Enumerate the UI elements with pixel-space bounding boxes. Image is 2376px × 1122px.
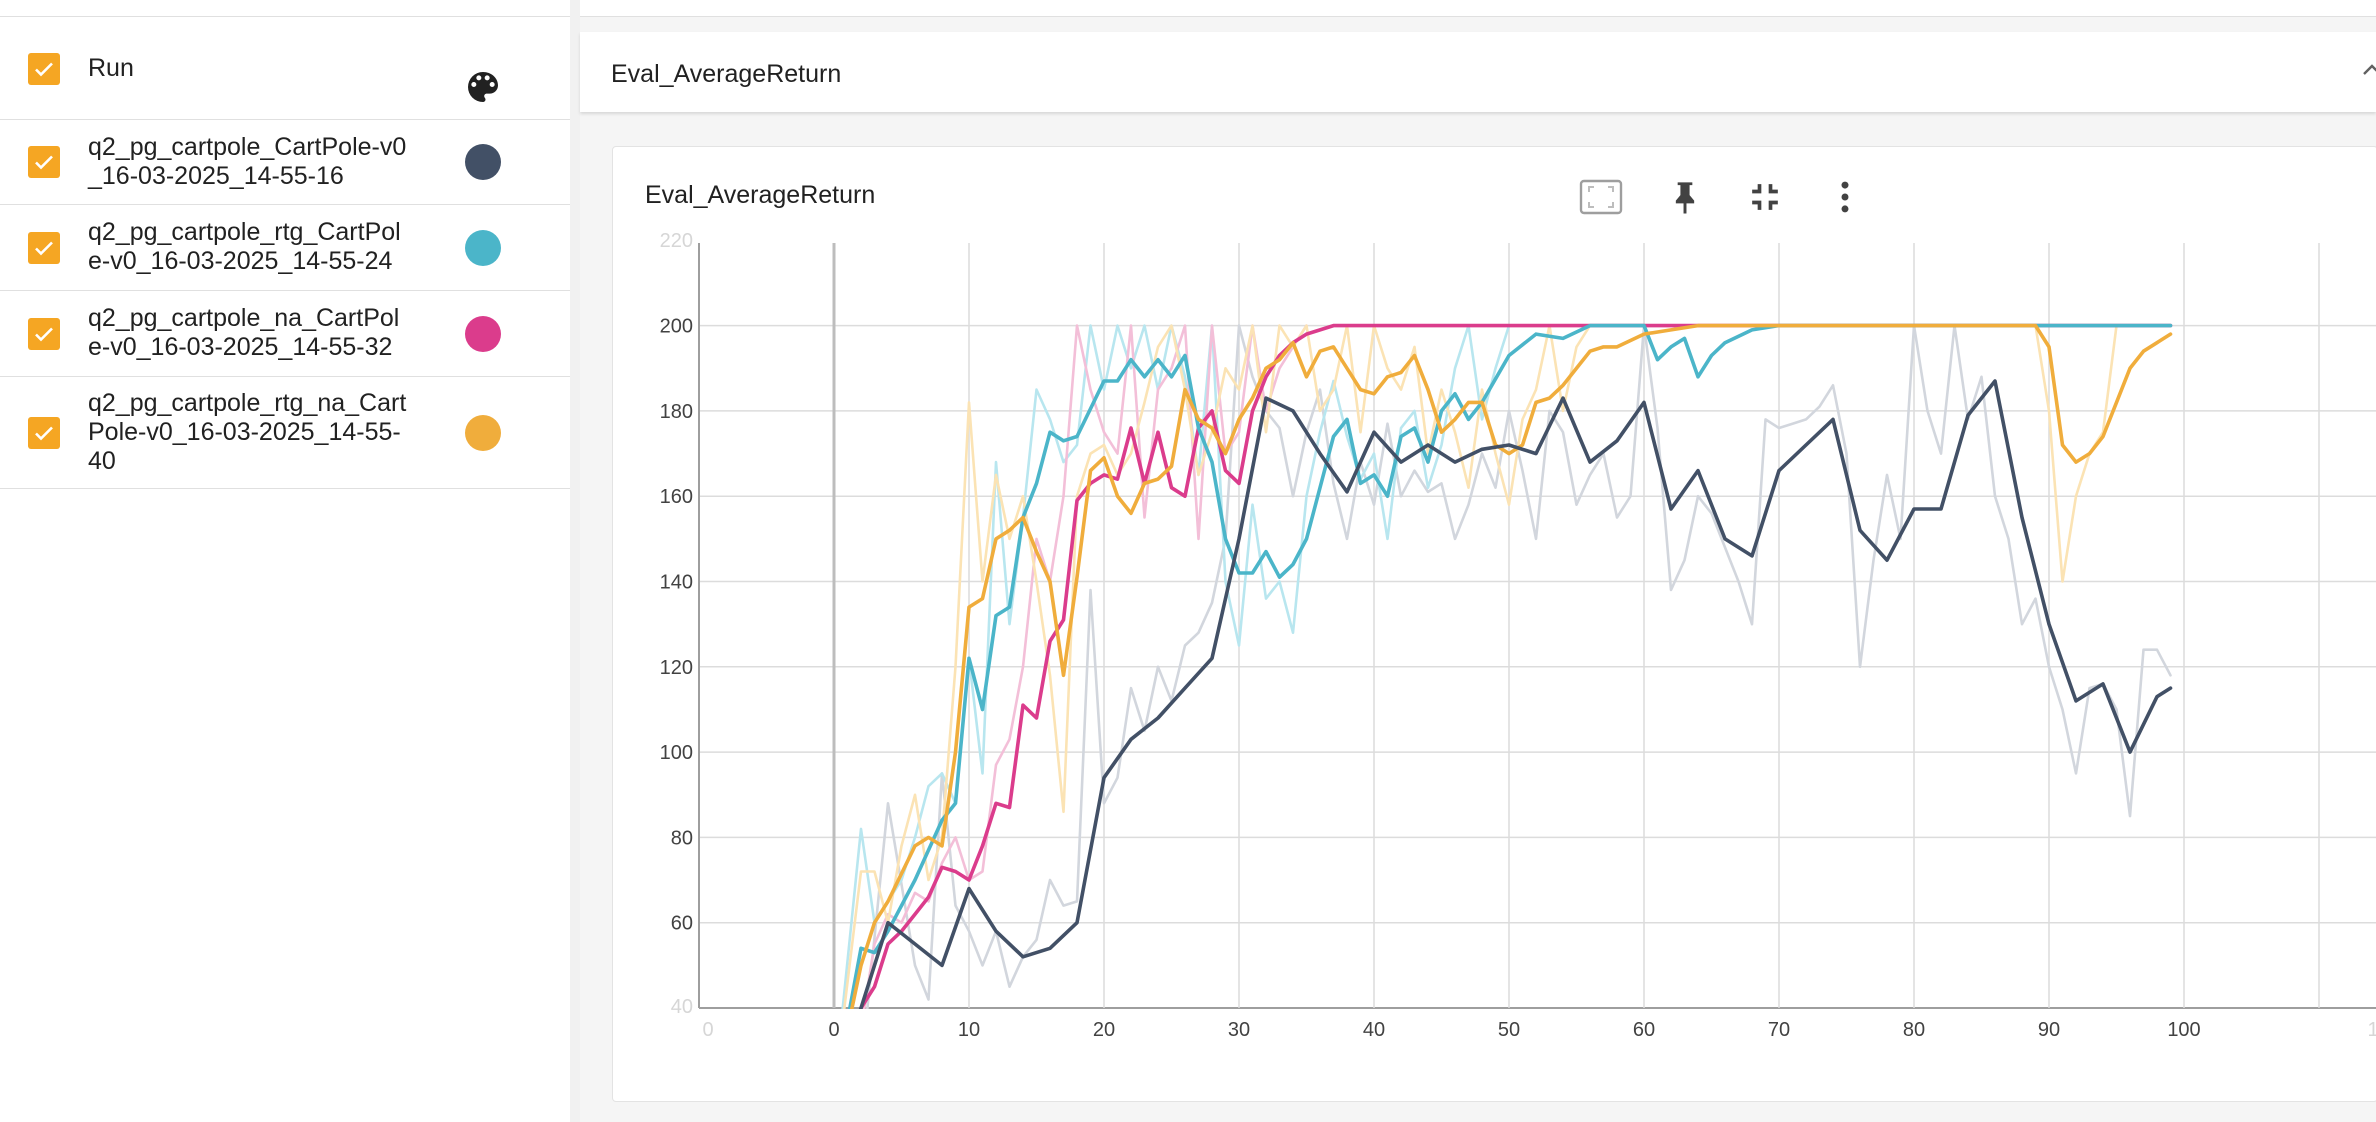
- sidebar-top-divider: [0, 16, 570, 17]
- raw-series-line: [866, 324, 2172, 1009]
- run-label: q2_pg_cartpole_rtg_CartPole-v0_16-03-202…: [88, 218, 401, 275]
- scalar-card: Eval_AverageReturn 60 80 100 120 140 160: [612, 146, 2376, 1102]
- y-tick-label: 80: [671, 827, 693, 849]
- run-label: q2_pg_cartpole_CartPole-v0_16-03-2025_14…: [88, 133, 407, 190]
- more-vert-icon: [1841, 181, 1849, 213]
- run-checkbox[interactable]: [28, 417, 60, 449]
- run-row[interactable]: q2_pg_cartpole_na_CartPole-v0_16-03-2025…: [0, 291, 570, 377]
- x-tick-label: 90: [2038, 1019, 2060, 1041]
- series-line: [858, 323, 2173, 1009]
- x-tick-label: 0: [702, 1019, 713, 1041]
- palette-icon[interactable]: [463, 67, 503, 107]
- fullscreen-exit-icon: [1752, 184, 1778, 210]
- run-label: q2_pg_cartpole_rtg_na_CartPole-v0_16-03-…: [88, 389, 407, 475]
- y-tick-label: 60: [671, 913, 693, 935]
- run-color-swatch[interactable]: [465, 230, 501, 266]
- run-color-swatch[interactable]: [465, 144, 501, 180]
- run-checkbox[interactable]: [28, 318, 60, 350]
- y-tick-label: 220: [660, 230, 693, 252]
- x-tick-label: 20: [1093, 1019, 1115, 1041]
- x-tick-label: 100: [2167, 1019, 2200, 1041]
- x-tick-label: 60: [1633, 1019, 1655, 1041]
- x-tick-label: 50: [1498, 1019, 1520, 1041]
- select-all-checkbox[interactable]: [28, 53, 60, 85]
- y-tick-label: 160: [660, 486, 693, 508]
- run-checkbox[interactable]: [28, 146, 60, 178]
- fit-to-screen-button[interactable]: [1579, 175, 1623, 219]
- chevron-up-icon[interactable]: [2360, 58, 2376, 82]
- x-tick-label: 80: [1903, 1019, 1925, 1041]
- y-tick-label: 140: [660, 572, 693, 594]
- run-checkbox[interactable]: [28, 232, 60, 264]
- y-tick-label: 100: [660, 742, 693, 764]
- pin-icon: [1675, 182, 1695, 214]
- more-options-button[interactable]: [1823, 175, 1867, 219]
- raw-series-line: [842, 324, 2118, 1009]
- y-tick-label: 40: [671, 996, 693, 1018]
- x-tick-label: 0: [828, 1019, 839, 1041]
- collapse-card-button[interactable]: [1743, 175, 1787, 219]
- series-line: [858, 379, 2173, 1009]
- raw-series-line: [862, 324, 1308, 1009]
- group-title: Eval_AverageReturn: [611, 60, 842, 88]
- series-line: [847, 323, 2173, 1009]
- main-top-strip: [580, 0, 2376, 17]
- x-tick-label: 10: [958, 1019, 980, 1041]
- run-row[interactable]: q2_pg_cartpole_CartPole-v0_16-03-2025_14…: [0, 120, 570, 205]
- run-row[interactable]: q2_pg_cartpole_rtg_CartPole-v0_16-03-202…: [0, 205, 570, 291]
- x-tick-label: 40: [1363, 1019, 1385, 1041]
- y-tick-label: 180: [660, 401, 693, 423]
- card-group-header[interactable]: Eval_AverageReturn: [580, 32, 2376, 112]
- x-tick-label: 70: [1768, 1019, 1790, 1041]
- run-color-swatch[interactable]: [465, 316, 501, 352]
- x-tick-label: 30: [1228, 1019, 1250, 1041]
- runs-header-label: Run: [88, 54, 134, 82]
- x-tick-label: 1: [2367, 1019, 2376, 1041]
- y-tick-label: 200: [660, 316, 693, 338]
- runs-header-row: Run: [0, 17, 570, 120]
- runs-sidebar: Run q2_pg_cartpole_CartPole-v0_16-03-202…: [0, 0, 571, 1122]
- run-color-swatch[interactable]: [465, 415, 501, 451]
- run-row[interactable]: q2_pg_cartpole_rtg_na_CartPole-v0_16-03-…: [0, 377, 570, 489]
- fit-to-screen-icon: [1579, 179, 1623, 215]
- card-title: Eval_AverageReturn: [645, 181, 876, 209]
- raw-series-line: [841, 324, 1511, 1009]
- series-line: [849, 323, 2173, 1009]
- main-panel: Eval_AverageReturn Eval_AverageReturn: [580, 0, 2376, 1122]
- sidebar-resize-gutter[interactable]: [570, 0, 580, 1122]
- y-tick-label: 120: [660, 657, 693, 679]
- run-label: q2_pg_cartpole_na_CartPole-v0_16-03-2025…: [88, 304, 400, 361]
- pin-button[interactable]: [1663, 175, 1707, 219]
